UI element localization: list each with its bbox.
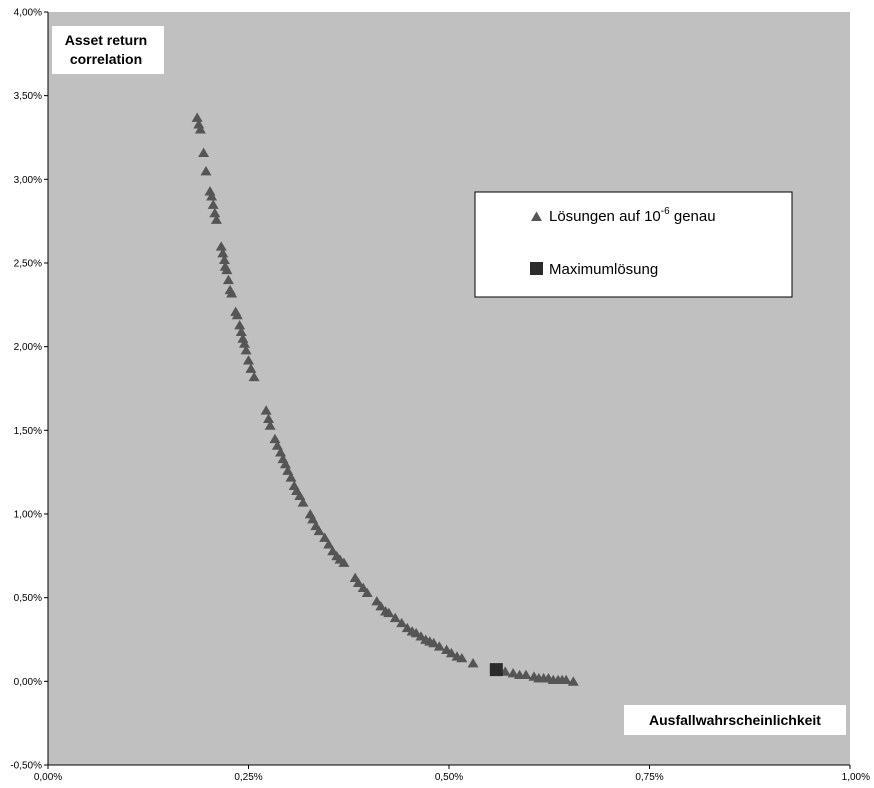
triangle-point xyxy=(275,447,287,457)
triangle-point xyxy=(271,440,283,450)
triangle-point xyxy=(226,288,238,298)
triangle-point xyxy=(260,405,272,415)
max-solution-point xyxy=(489,663,503,677)
triangle-point xyxy=(240,345,252,355)
axes-group: -0,50%0,00%0,50%1,00%1,50%2,00%2,50%3,00… xyxy=(10,8,870,784)
x-tick-label: 1,00% xyxy=(842,772,870,783)
triangle-point xyxy=(231,309,243,320)
triangle-point xyxy=(269,433,281,444)
x-axis-title-box xyxy=(624,705,846,735)
triangle-point xyxy=(467,657,479,668)
legend: Lösungen auf 10-6 genau Maximumlösung xyxy=(474,191,793,298)
legend-label-solutions: Lösungen auf 10-6 genau xyxy=(549,206,716,225)
triangle-point xyxy=(194,124,206,134)
y-tick-label: 2,50% xyxy=(14,259,42,270)
triangle-point xyxy=(210,214,222,224)
triangle-point xyxy=(307,514,319,524)
triangle-point xyxy=(560,674,572,685)
y-axis-title-line-1: Asset return xyxy=(65,32,147,48)
triangle-point xyxy=(445,647,457,658)
triangle-point xyxy=(248,371,260,382)
triangle-point xyxy=(433,641,445,651)
triangle-point xyxy=(217,248,229,258)
triangle-point xyxy=(375,601,387,611)
x-tick-label: 0,75% xyxy=(635,772,663,783)
triangle-point xyxy=(282,465,294,475)
x-tick-label: 0,25% xyxy=(234,772,262,783)
triangle-point xyxy=(235,326,247,337)
y-tick-label: 3,00% xyxy=(14,175,42,186)
triangle-point xyxy=(389,612,401,623)
triangle-point xyxy=(357,582,369,593)
triangle-point xyxy=(456,652,468,663)
legend-label-maximum: Maximumlösung xyxy=(549,261,658,278)
y-tick-label: 1,50% xyxy=(14,426,42,437)
y-tick-label: -0,50% xyxy=(10,761,42,772)
y-tick-label: 0,00% xyxy=(14,677,42,688)
triangle-point xyxy=(371,596,383,606)
x-tick-label: 0,00% xyxy=(34,772,62,783)
y-tick-label: 4,00% xyxy=(14,8,42,19)
triangle-point xyxy=(279,458,291,469)
triangle-point xyxy=(361,587,373,598)
triangle-point xyxy=(352,577,364,588)
triangle-point xyxy=(198,147,210,157)
triangle-point xyxy=(264,420,276,430)
triangle-point xyxy=(263,413,275,424)
triangle-point xyxy=(396,617,408,628)
legend-marker-triangle xyxy=(531,211,542,221)
triangle-point xyxy=(209,207,221,218)
triangle-point xyxy=(323,539,335,549)
legend-label-solutions-suffix: genau xyxy=(670,208,716,225)
triangle-point xyxy=(218,254,230,265)
triangle-point xyxy=(215,241,227,251)
triangle-point xyxy=(428,637,440,648)
x-axis-title: Ausfallwahrscheinlichkeit xyxy=(649,712,821,728)
triangle-point xyxy=(238,338,250,348)
triangle-point xyxy=(200,166,212,176)
legend-label-solutions-exponent: -6 xyxy=(661,206,670,217)
triangle-point xyxy=(338,557,350,567)
legend-marker-square xyxy=(530,262,543,275)
plot-area xyxy=(48,12,850,765)
triangle-point xyxy=(507,668,519,678)
data-points xyxy=(191,112,579,686)
legend-label-solutions-main: Lösungen auf 10 xyxy=(549,208,661,225)
triangle-point xyxy=(313,525,325,536)
triangle-point xyxy=(191,112,203,122)
triangle-point xyxy=(567,676,579,686)
triangle-point xyxy=(285,472,297,482)
triangle-point xyxy=(383,607,395,618)
x-tick-label: 0,50% xyxy=(435,772,463,783)
triangle-point xyxy=(207,199,219,209)
y-tick-label: 3,50% xyxy=(14,91,42,102)
triangle-point xyxy=(245,363,257,373)
legend-box xyxy=(474,191,793,298)
triangle-point xyxy=(222,274,234,285)
triangle-point xyxy=(297,497,309,507)
triangle-point xyxy=(206,191,218,201)
triangle-point xyxy=(243,355,254,365)
triangle-point xyxy=(294,490,306,500)
triangle-point xyxy=(319,532,331,542)
triangle-point xyxy=(520,669,532,680)
y-tick-label: 1,00% xyxy=(14,510,42,521)
triangle-point xyxy=(327,545,339,556)
triangle-point xyxy=(234,319,246,330)
y-tick-label: 0,50% xyxy=(14,593,42,604)
triangle-point xyxy=(221,264,233,275)
y-axis-title-box xyxy=(52,26,164,74)
y-axis-title-line-2: correlation xyxy=(70,51,142,67)
y-tick-label: 2,00% xyxy=(14,342,42,353)
